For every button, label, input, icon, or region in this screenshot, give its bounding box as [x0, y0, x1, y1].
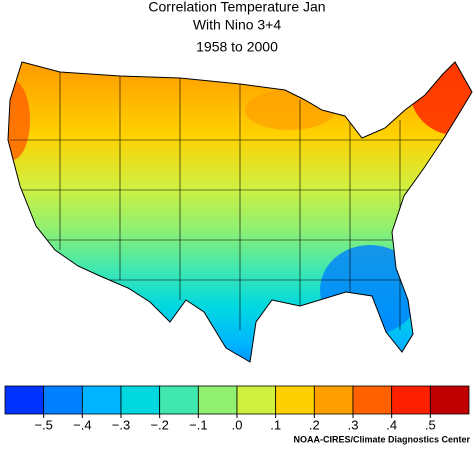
colorbar: −.5 −.4 −.3 −.2 −.1 .0 .1 .2 .3 .4 .5	[4, 385, 470, 432]
map-title: Correlation Temperature Jan	[148, 0, 325, 15]
tick-label: .5	[425, 417, 436, 432]
color-swatch	[159, 385, 199, 415]
tick-label: .0	[232, 417, 243, 432]
map-period: 1958 to 2000	[196, 39, 278, 55]
tick-label: .3	[348, 417, 359, 432]
credit: NOAA-CIRES/Climate Diagnostics Center	[293, 434, 470, 444]
tick-label: .2	[309, 417, 320, 432]
color-swatch	[197, 385, 238, 415]
color-swatch	[429, 385, 470, 415]
map-subtitle: With Nino 3+4	[193, 17, 282, 33]
southeast-region	[320, 245, 420, 335]
tick-label: −.3	[112, 417, 130, 432]
color-swatch	[81, 385, 122, 415]
color-swatch	[352, 385, 393, 415]
color-swatch	[4, 385, 45, 415]
tick-label: −.2	[150, 417, 168, 432]
tick-label: .1	[270, 417, 281, 432]
tick-label: −.4	[73, 417, 91, 432]
color-swatch	[313, 385, 354, 415]
color-swatch	[275, 385, 315, 415]
color-swatch	[236, 385, 277, 415]
color-swatch	[391, 385, 431, 415]
us-map	[8, 62, 472, 362]
tick-label: .4	[386, 417, 397, 432]
tick-label: −.1	[189, 417, 207, 432]
color-swatch	[43, 385, 83, 415]
tick-label: −.5	[34, 417, 52, 432]
color-swatch	[120, 385, 161, 415]
